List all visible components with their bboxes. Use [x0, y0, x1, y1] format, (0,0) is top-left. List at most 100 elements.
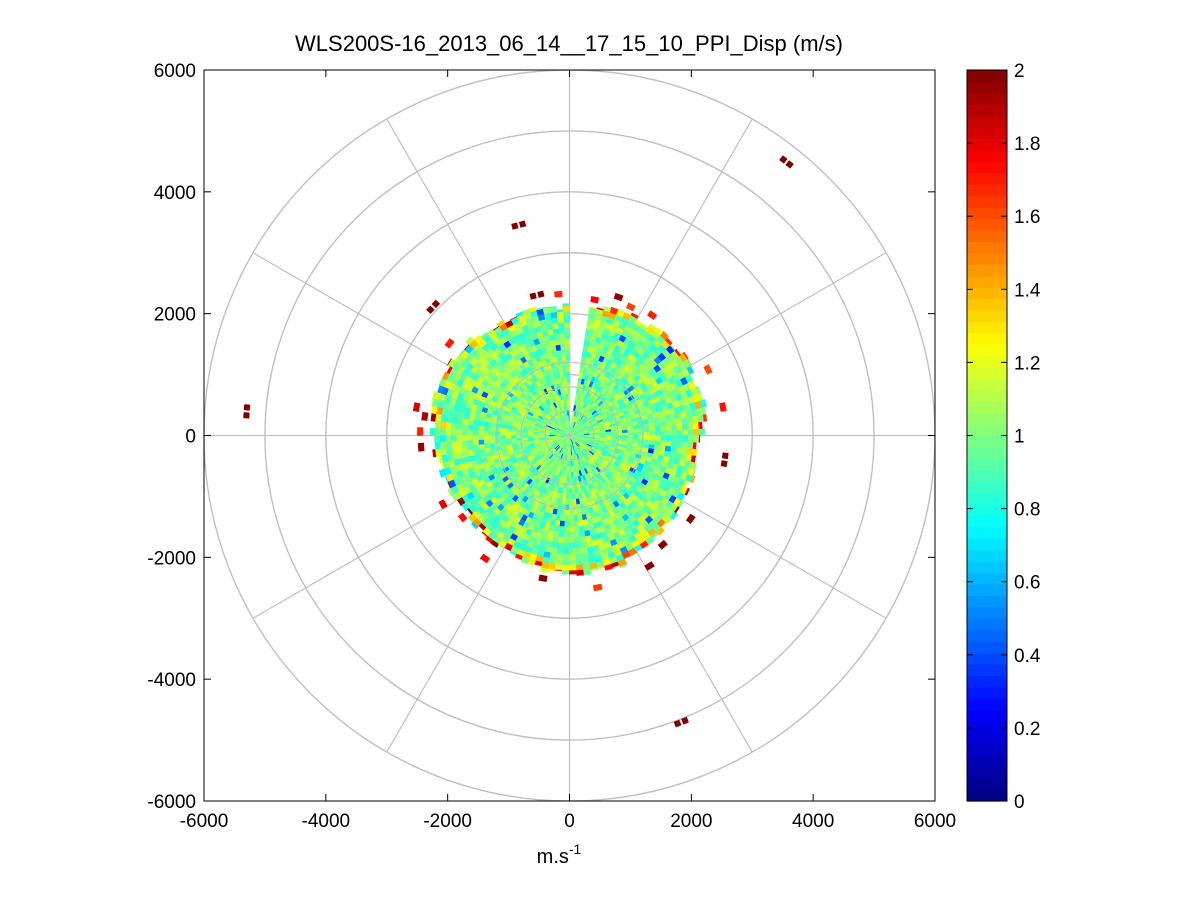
range-gate — [483, 435, 490, 441]
colorbar-segment — [967, 515, 1007, 528]
range-gate — [565, 371, 570, 378]
range-gate — [564, 526, 570, 533]
edge-return — [444, 338, 455, 349]
edge-return — [647, 310, 658, 321]
range-gate — [563, 537, 570, 544]
range-gate — [483, 430, 490, 436]
colorbar-tick-label: 1.6 — [1014, 207, 1040, 228]
range-gate — [692, 421, 700, 430]
range-gate — [496, 319, 506, 328]
colorbar-segment — [967, 81, 1007, 94]
colorbar-segment — [967, 332, 1007, 345]
range-gate — [466, 435, 474, 442]
range-gate — [627, 438, 634, 443]
range-gate — [499, 427, 507, 433]
range-gate — [553, 525, 561, 533]
range-gate — [566, 488, 570, 495]
colorbar-segment — [967, 207, 1007, 220]
colorbar-segment — [967, 675, 1007, 688]
range-gate — [659, 330, 670, 341]
x-tick-label: 2000 — [670, 811, 712, 832]
range-gate — [559, 526, 566, 533]
range-gate — [466, 429, 474, 436]
range-gate — [439, 441, 447, 450]
colorbar-segment — [967, 629, 1007, 642]
range-gate — [627, 435, 634, 440]
edge-return — [479, 553, 491, 564]
edge-return — [412, 402, 421, 412]
range-gate — [569, 509, 575, 517]
colorbar-segment — [967, 698, 1007, 711]
colorbar-segment — [967, 549, 1007, 562]
colorbar-segment — [967, 412, 1007, 425]
range-gate — [564, 354, 570, 362]
colorbar-segment — [967, 561, 1007, 574]
range-gate — [681, 422, 689, 430]
colorbar-tick-label: 1.2 — [1014, 353, 1040, 374]
range-gate — [563, 332, 570, 340]
range-gate — [638, 435, 645, 440]
colorbar-segment — [967, 401, 1007, 414]
range-gate — [654, 439, 662, 446]
range-gate — [569, 520, 575, 528]
range-gate — [461, 435, 468, 442]
colorbar-segment — [967, 446, 1007, 459]
range-gate — [573, 526, 580, 533]
range-gate — [438, 455, 443, 464]
range-gate — [439, 428, 446, 436]
colorbar-tick-label: 0.8 — [1014, 500, 1040, 521]
range-gate — [438, 468, 447, 478]
range-gate — [564, 515, 570, 522]
range-gate — [555, 558, 564, 566]
colorbar-tick-label: 0.4 — [1014, 646, 1041, 667]
range-gate — [660, 435, 667, 441]
range-gate — [660, 425, 667, 432]
range-gate — [671, 429, 678, 436]
range-gate — [430, 406, 438, 415]
range-gate — [547, 568, 556, 572]
range-gate — [432, 391, 437, 400]
range-gate — [505, 435, 512, 440]
range-gate — [445, 441, 452, 449]
range-gate — [566, 471, 570, 478]
colorbar-segment — [967, 743, 1007, 756]
y-tick-label: -4000 — [147, 670, 196, 691]
range-gate — [488, 426, 496, 432]
range-gate — [445, 422, 452, 430]
range-gate — [665, 440, 673, 447]
range-gate — [659, 444, 667, 452]
range-gate — [472, 419, 480, 427]
colorbar-tick-label: 0.2 — [1014, 719, 1040, 740]
range-gate — [556, 547, 564, 555]
range-gate — [698, 435, 701, 443]
edge-return — [554, 290, 563, 298]
range-gate — [692, 441, 697, 450]
colorbar-segment — [967, 424, 1007, 437]
range-gate — [682, 428, 689, 436]
range-gate — [444, 428, 452, 436]
colorbar-segment — [967, 321, 1007, 334]
range-gate — [515, 311, 524, 318]
colorbar-segment — [967, 229, 1007, 242]
colorbar-segment — [967, 526, 1007, 539]
range-gate — [609, 306, 619, 315]
range-gate — [664, 445, 672, 452]
y-tick-label: -6000 — [147, 792, 196, 813]
range-gate — [510, 432, 517, 436]
colorbar-segment — [967, 70, 1007, 83]
range-gate — [574, 542, 582, 549]
range-gate — [578, 435, 585, 437]
colorbar-segment — [967, 435, 1007, 448]
edge-return — [719, 402, 727, 412]
colorbar-segment — [967, 583, 1007, 596]
range-gate — [557, 322, 565, 329]
colorbar-segment — [967, 606, 1007, 619]
range-gate — [562, 305, 570, 312]
range-gate — [434, 441, 441, 450]
range-gate — [563, 531, 570, 539]
colorbar-segment — [967, 572, 1007, 585]
colorbar-tick-label: 2 — [1014, 61, 1025, 82]
range-gate — [583, 435, 590, 437]
range-gate — [470, 521, 479, 530]
range-gate — [643, 430, 651, 436]
